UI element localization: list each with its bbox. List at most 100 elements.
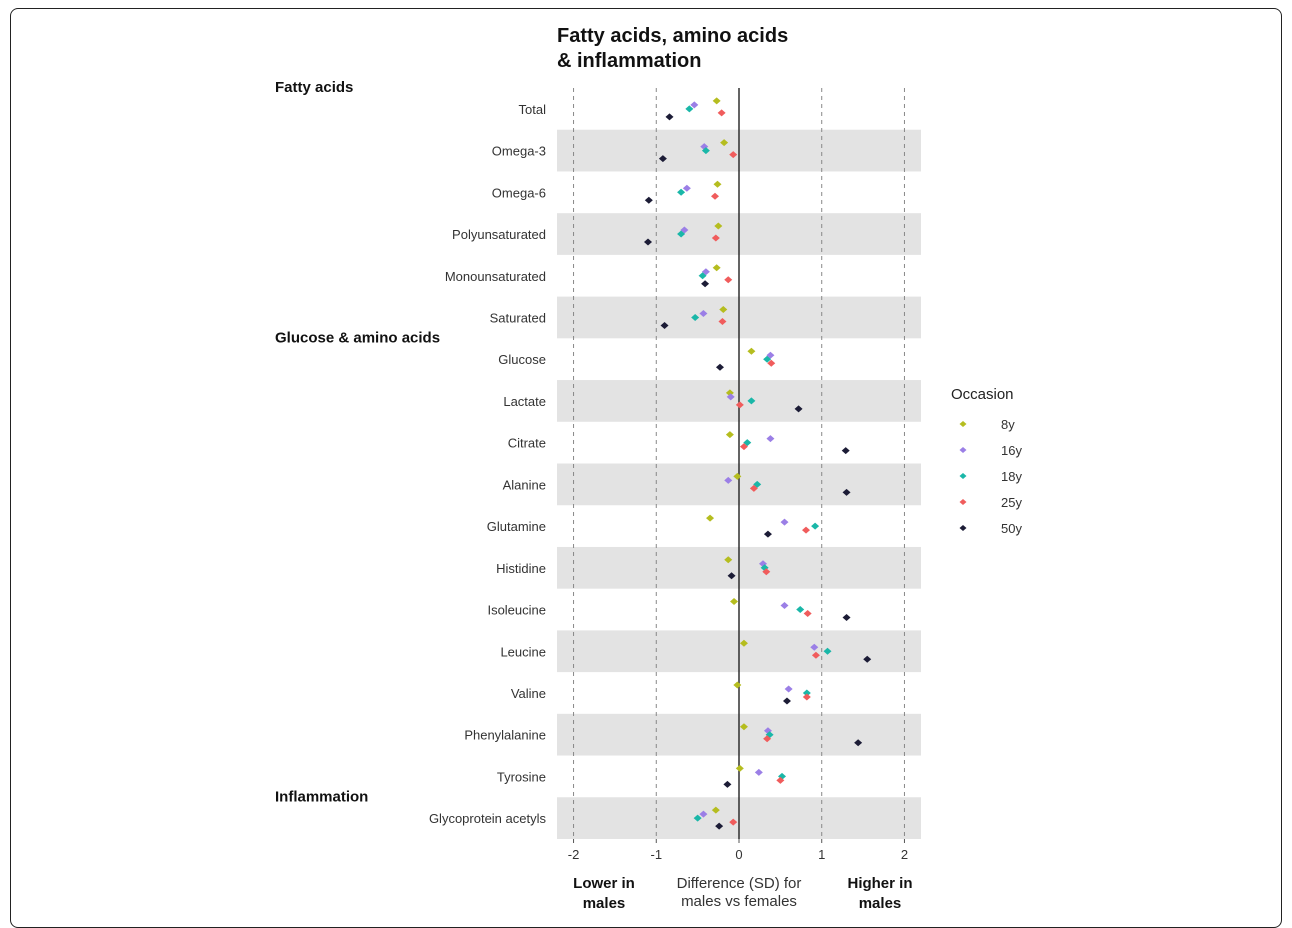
data-point (644, 196, 653, 204)
category-label: Glycoprotein acetyls (429, 811, 547, 826)
section-labels: Fatty acids Glucose & amino acids Inflamma… (275, 79, 440, 805)
data-point (691, 313, 700, 321)
data-point (711, 806, 720, 814)
data-point (729, 151, 738, 159)
category-label: Tyrosine (497, 769, 546, 784)
data-point (717, 109, 726, 117)
category-label: Isoleucine (487, 603, 546, 618)
data-point (725, 431, 734, 439)
category-label: Glucose (498, 352, 546, 367)
data-point (698, 272, 707, 280)
data-point (677, 188, 686, 196)
data-point (794, 405, 803, 413)
legend-label: 18y (1001, 469, 1022, 484)
data-point (784, 685, 793, 693)
category-label: Omega-6 (492, 185, 546, 200)
data-point (854, 739, 863, 747)
category-label: Monounsaturated (445, 269, 546, 284)
x-axis-label: males vs females (681, 893, 797, 910)
data-point (811, 522, 820, 530)
legend: 8y 16y 18y 25y 50y (959, 417, 1022, 536)
data-point (823, 647, 832, 655)
data-point (842, 614, 851, 622)
gridlines (573, 88, 905, 839)
higher-in-males-note: Higher in (847, 875, 912, 892)
data-point (842, 488, 851, 496)
category-label: Lactate (503, 394, 546, 409)
data-point (711, 234, 720, 242)
data-point (739, 723, 748, 731)
legend-label: 8y (1001, 417, 1015, 432)
data-point (780, 518, 789, 526)
data-point (776, 776, 785, 784)
data-point (690, 101, 699, 109)
category-label: Saturated (490, 310, 546, 325)
higher-in-males-note: males (859, 895, 902, 912)
legend-key (959, 447, 967, 453)
chart-title: & inflammation (557, 50, 701, 72)
data-point (730, 598, 739, 606)
x-axis-label: Difference (SD) for (677, 875, 802, 892)
category-label: Phenylalanine (464, 728, 546, 743)
x-tick-label: 1 (818, 847, 825, 862)
category-label: Valine (511, 686, 546, 701)
data-point (729, 818, 738, 826)
category-label: Histidine (496, 561, 546, 576)
data-point (720, 139, 729, 147)
data-point (735, 401, 744, 409)
lower-in-males-note: Lower in (573, 875, 635, 892)
data-point (644, 238, 652, 246)
category-label: Citrate (508, 436, 546, 451)
data-point (724, 276, 733, 284)
data-point (682, 184, 691, 192)
data-point (754, 768, 763, 776)
data-point (719, 305, 728, 313)
data-point (701, 280, 710, 288)
data-point (766, 435, 775, 443)
data-point (665, 113, 674, 121)
category-label: Total (519, 102, 547, 117)
data-point (749, 484, 758, 492)
category-label: Polyunsaturated (452, 227, 546, 242)
legend-key (959, 499, 967, 505)
data-point (803, 610, 812, 618)
section-label: Inflammation (275, 788, 368, 805)
data-point (747, 347, 756, 355)
data-point (735, 764, 744, 772)
category-label: Glutamine (487, 519, 546, 534)
legend-label: 16y (1001, 443, 1022, 458)
data-point (727, 572, 736, 580)
data-point (763, 355, 772, 363)
data-point (763, 530, 772, 538)
data-point (733, 472, 742, 480)
data-point (715, 363, 724, 371)
data-point (810, 643, 819, 651)
category-label: Omega-3 (492, 144, 546, 159)
data-point (733, 681, 742, 689)
data-point (863, 655, 872, 663)
data-point (723, 780, 732, 788)
data-point (796, 606, 805, 614)
data-point (712, 97, 721, 105)
data-point (739, 443, 748, 451)
data-point (706, 514, 715, 522)
data-point (693, 814, 702, 822)
data-point (712, 264, 721, 272)
legend-label: 50y (1001, 521, 1022, 536)
x-tick-label: 2 (901, 847, 908, 862)
lower-in-males-note: males (583, 895, 626, 912)
data-point (699, 810, 708, 818)
data-point (763, 735, 772, 743)
data-point (724, 476, 733, 484)
category-label: Leucine (500, 644, 546, 659)
data-point (699, 309, 708, 317)
data-point (802, 693, 811, 701)
data-point (780, 602, 789, 610)
data-point (747, 397, 756, 405)
section-label: Glucose & amino acids (275, 329, 440, 346)
chart-title: Fatty acids, amino acids (557, 25, 788, 47)
section-label: Fatty acids (275, 79, 353, 96)
data-point (658, 155, 667, 163)
x-tick-labels: -2 -1 0 1 2 (568, 839, 908, 862)
